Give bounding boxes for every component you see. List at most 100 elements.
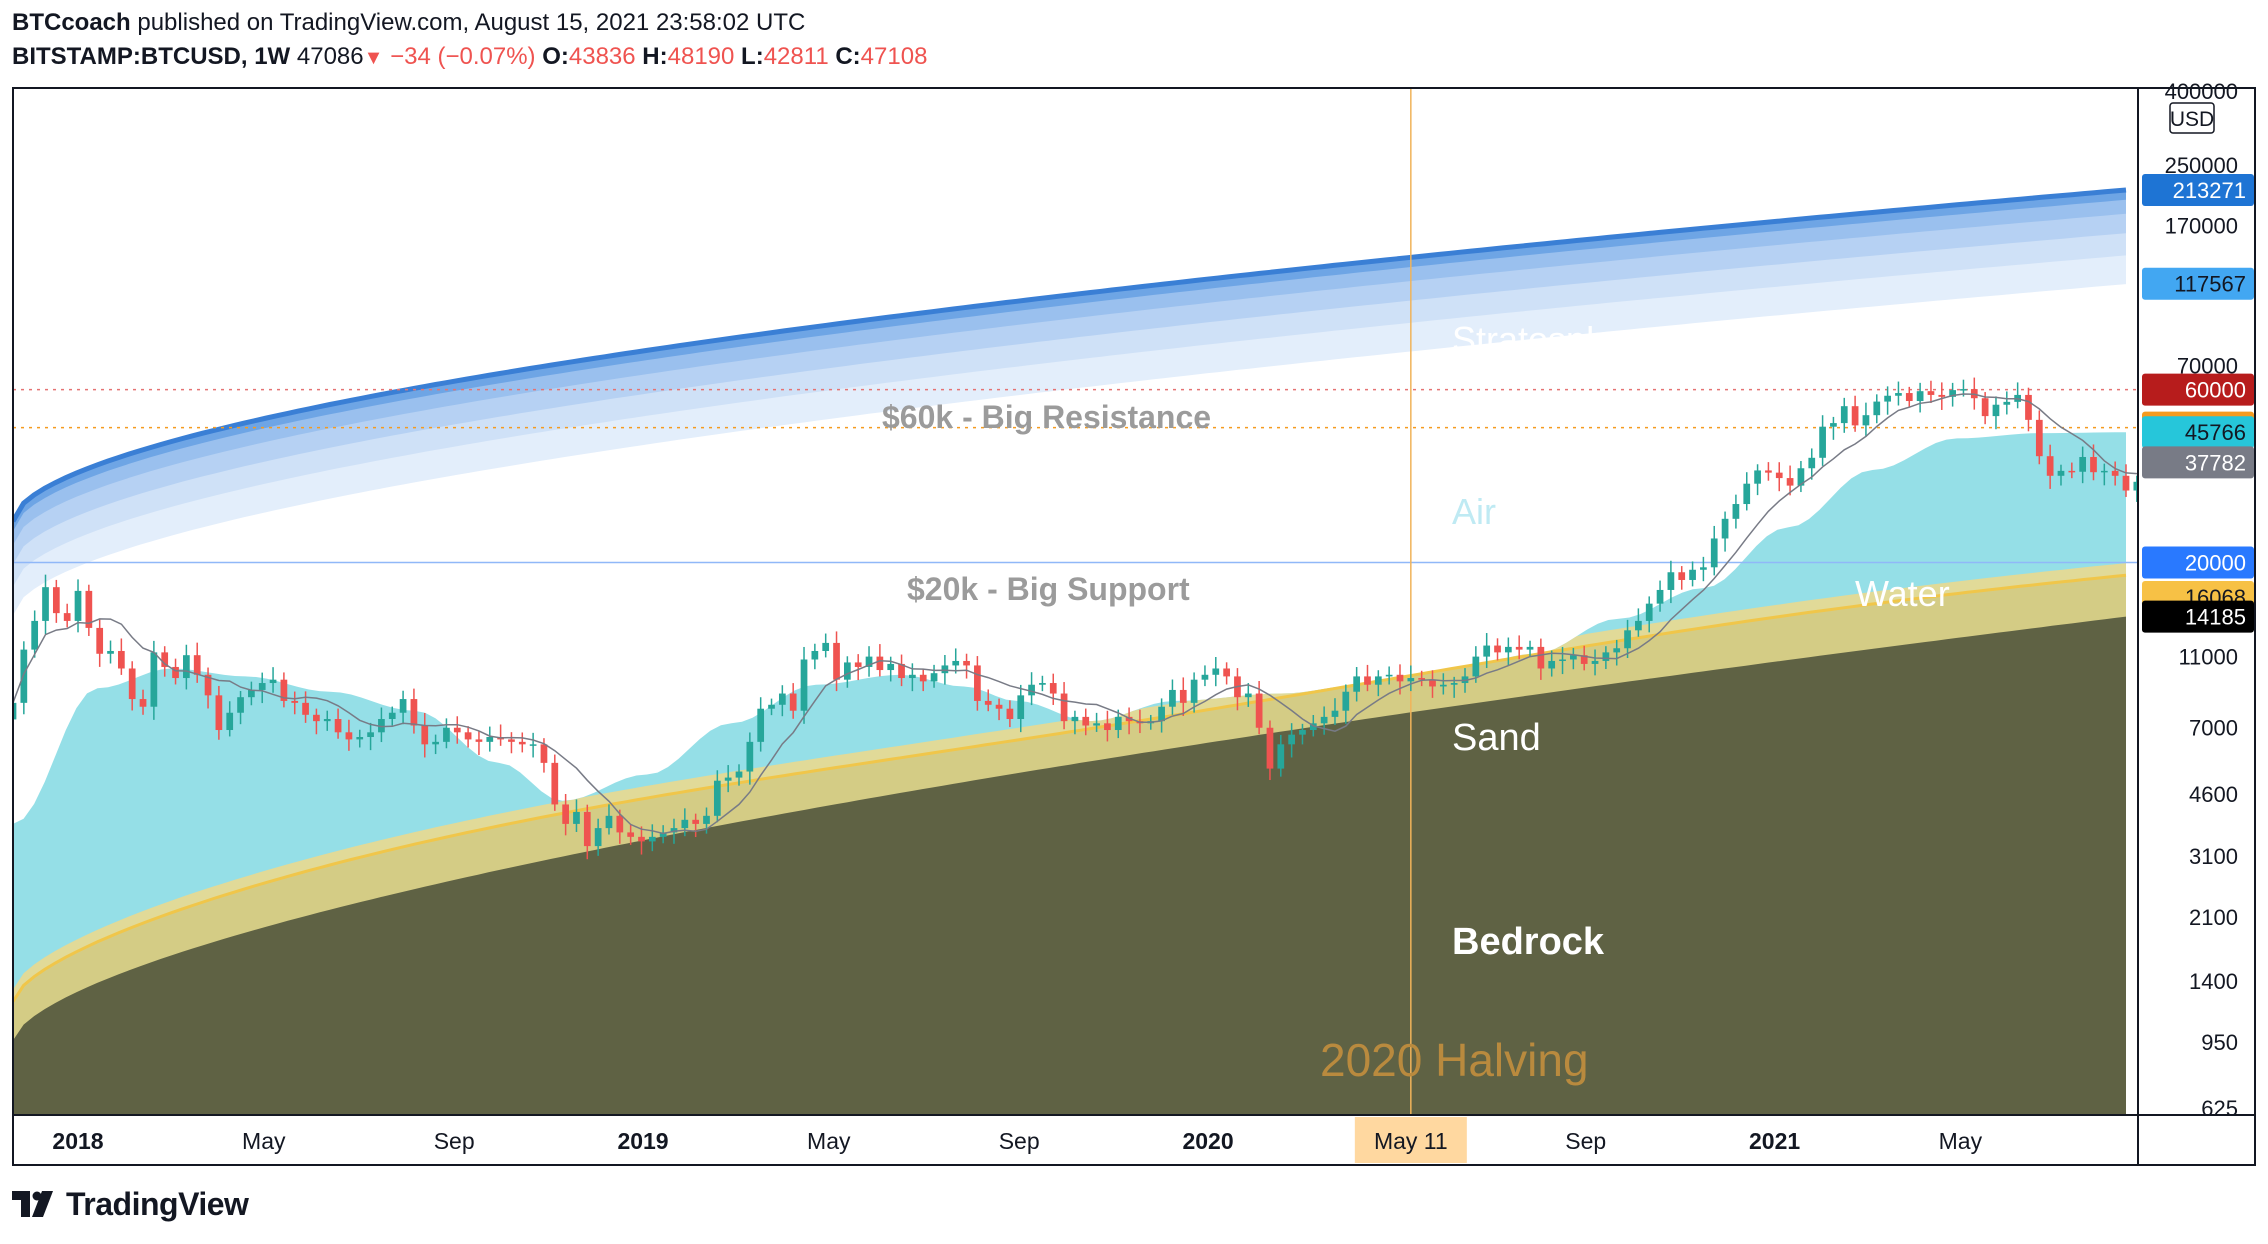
- candle: [1104, 710, 1111, 742]
- candle: [930, 664, 938, 688]
- candle-body: [768, 704, 775, 709]
- candle: [1580, 645, 1588, 671]
- candle: [1353, 667, 1361, 702]
- candle-body: [42, 587, 49, 621]
- candle-body: [150, 652, 158, 707]
- symbol-label[interactable]: BITSTAMP:BTCUSD, 1W: [12, 43, 291, 70]
- candle: [735, 764, 743, 786]
- candle-body: [2144, 482, 2151, 490]
- candle: [193, 642, 201, 683]
- candle: [692, 813, 700, 838]
- candle-body: [1960, 389, 1967, 391]
- candle: [1830, 416, 1837, 440]
- candle: [854, 654, 862, 681]
- candle-body: [193, 655, 201, 675]
- price-label-text: 37782: [2185, 450, 2246, 475]
- candle-body: [1786, 478, 1794, 486]
- candle: [1819, 415, 1826, 466]
- candle-body: [280, 679, 288, 701]
- candle-body: [1288, 734, 1295, 745]
- price-label-bg: [2142, 600, 2254, 633]
- candle: [2079, 446, 2087, 484]
- candle-body: [1775, 472, 1783, 479]
- strato-line: [13, 187, 2127, 523]
- candle: [1873, 394, 1881, 424]
- candle: [1548, 650, 1556, 677]
- price-label-bg: [2142, 267, 2254, 300]
- candle-body: [1039, 683, 1046, 685]
- publish-line: BTCcoach published on TradingView.com, A…: [12, 6, 927, 40]
- candle-body: [1439, 684, 1447, 687]
- label-2020-halving: 2020 Halving: [1320, 1034, 1589, 1086]
- author-name[interactable]: BTCcoach: [12, 9, 131, 36]
- candle: [909, 663, 916, 692]
- candle: [768, 698, 775, 716]
- price-change: −34 (−0.07%): [390, 43, 536, 70]
- unit-label: USD: [2170, 108, 2214, 131]
- high-label: H:: [642, 43, 668, 70]
- plot-area: Stratosphere $60k - Big Resistance Air $20k…: [13, 88, 2151, 1115]
- candle: [2111, 461, 2119, 486]
- candle: [638, 826, 645, 855]
- candle-body: [20, 649, 28, 703]
- candle: [605, 804, 613, 835]
- candle-body: [1212, 668, 1220, 675]
- candle: [1992, 396, 2000, 430]
- candle-body: [1721, 518, 1729, 539]
- candle-body: [833, 642, 840, 680]
- x-tick-label: May: [807, 1128, 851, 1154]
- candle-body: [1873, 401, 1881, 416]
- candle-body: [1602, 652, 1610, 661]
- candle-body: [2035, 419, 2043, 457]
- candle-body: [1429, 679, 1436, 687]
- candle: [1504, 637, 1512, 666]
- candle: [139, 689, 147, 715]
- candle-body: [941, 665, 949, 674]
- candle-body: [1082, 716, 1090, 726]
- candle-body: [865, 656, 873, 667]
- candle-body: [551, 762, 559, 805]
- low-value: 42811: [763, 43, 829, 70]
- candle-body: [2057, 470, 2065, 476]
- candle: [215, 685, 223, 740]
- tradingview-logo-icon: [12, 1190, 53, 1217]
- candle-body: [1981, 398, 1989, 417]
- candle-body: [1353, 676, 1361, 692]
- time-axis-frame: [12, 1114, 2256, 1166]
- brand[interactable]: TradingView: [12, 1186, 249, 1223]
- candle-body: [421, 725, 429, 745]
- candle: [1689, 561, 1696, 587]
- candle: [85, 584, 93, 636]
- candle: [1624, 619, 1631, 658]
- label-big-support: $20k - Big Support: [907, 571, 1190, 607]
- candle-body: [1765, 470, 1772, 473]
- candle-body: [226, 712, 234, 731]
- price-label-20000: 20000: [2142, 546, 2254, 579]
- candle-body: [746, 741, 754, 772]
- candle: [1439, 673, 1447, 695]
- candle: [42, 574, 49, 635]
- candle-body: [204, 674, 212, 696]
- candle: [1299, 723, 1306, 745]
- candle: [117, 638, 125, 675]
- candle: [1039, 675, 1046, 692]
- x-tick-label: Sep: [999, 1128, 1040, 1154]
- candle-body: [1905, 393, 1913, 402]
- candle-body: [800, 659, 808, 711]
- candle-body: [1862, 415, 1870, 426]
- candle: [1938, 382, 1946, 410]
- candle: [486, 726, 494, 752]
- candle-body: [1591, 660, 1599, 664]
- candle-body: [356, 737, 364, 740]
- candle-body: [1580, 655, 1588, 664]
- candle-body: [2133, 481, 2138, 491]
- candle: [2068, 462, 2076, 479]
- candle-body: [1797, 468, 1805, 486]
- candle-body: [573, 811, 580, 824]
- candle-body: [378, 719, 385, 733]
- candle-body: [183, 655, 190, 679]
- candle-body: [31, 620, 39, 650]
- candle-body: [1093, 723, 1100, 726]
- candle: [2025, 387, 2032, 432]
